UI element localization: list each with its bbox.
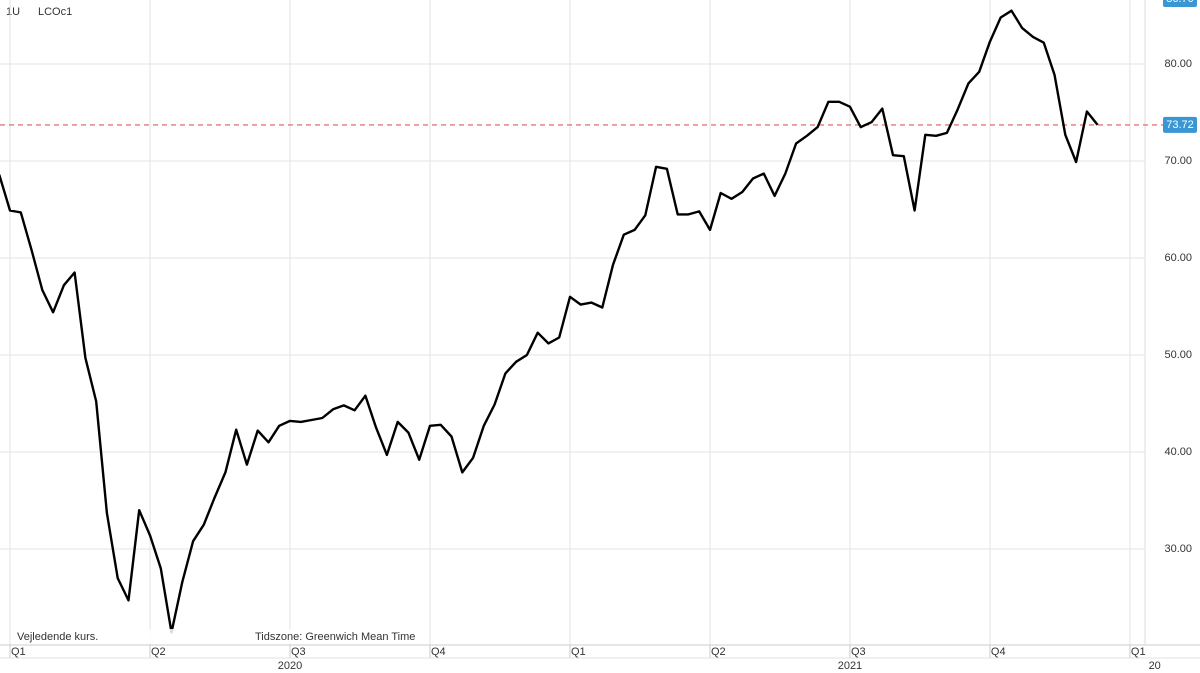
last-price-tag-label: 73.72 bbox=[1166, 119, 1194, 131]
y-tick-label: 70.00 bbox=[1164, 155, 1192, 167]
symbol-label: LCOc1 bbox=[38, 6, 72, 18]
y-tick-label: 80.00 bbox=[1164, 58, 1192, 70]
year-label: 2021 bbox=[838, 660, 862, 672]
x-tick-label: Q4 bbox=[991, 646, 1006, 658]
y-tick-label: 50.00 bbox=[1164, 349, 1192, 361]
note: Vejledende kurs. bbox=[17, 631, 98, 643]
x-tick-label: Q1 bbox=[11, 646, 26, 658]
timezone-note: Tidszone: Greenwich Mean Time bbox=[255, 631, 415, 643]
high-tag-label: 86.70 bbox=[1166, 0, 1194, 5]
year-label: 20 bbox=[1149, 660, 1161, 672]
x-tick-label: Q3 bbox=[291, 646, 306, 658]
x-tick-label: Q1 bbox=[1131, 646, 1146, 658]
y-tick-label: 40.00 bbox=[1164, 446, 1192, 458]
high-tag-box bbox=[1163, 0, 1197, 8]
last-price-tag-box bbox=[1163, 116, 1197, 133]
x-tick-label: Q2 bbox=[711, 646, 726, 658]
x-tick-label: Q4 bbox=[431, 646, 446, 658]
y-tick-label: 30.00 bbox=[1164, 543, 1192, 555]
x-tick-label: Q3 bbox=[851, 646, 866, 658]
x-tick-label: Q2 bbox=[151, 646, 166, 658]
note-backdrop bbox=[12, 629, 422, 644]
price-line bbox=[0, 9, 1099, 634]
interval-label: 1U bbox=[6, 6, 20, 18]
year-label: 2020 bbox=[278, 660, 302, 672]
x-tick-label: Q1 bbox=[571, 646, 586, 658]
y-tick-label: 60.00 bbox=[1164, 252, 1192, 264]
